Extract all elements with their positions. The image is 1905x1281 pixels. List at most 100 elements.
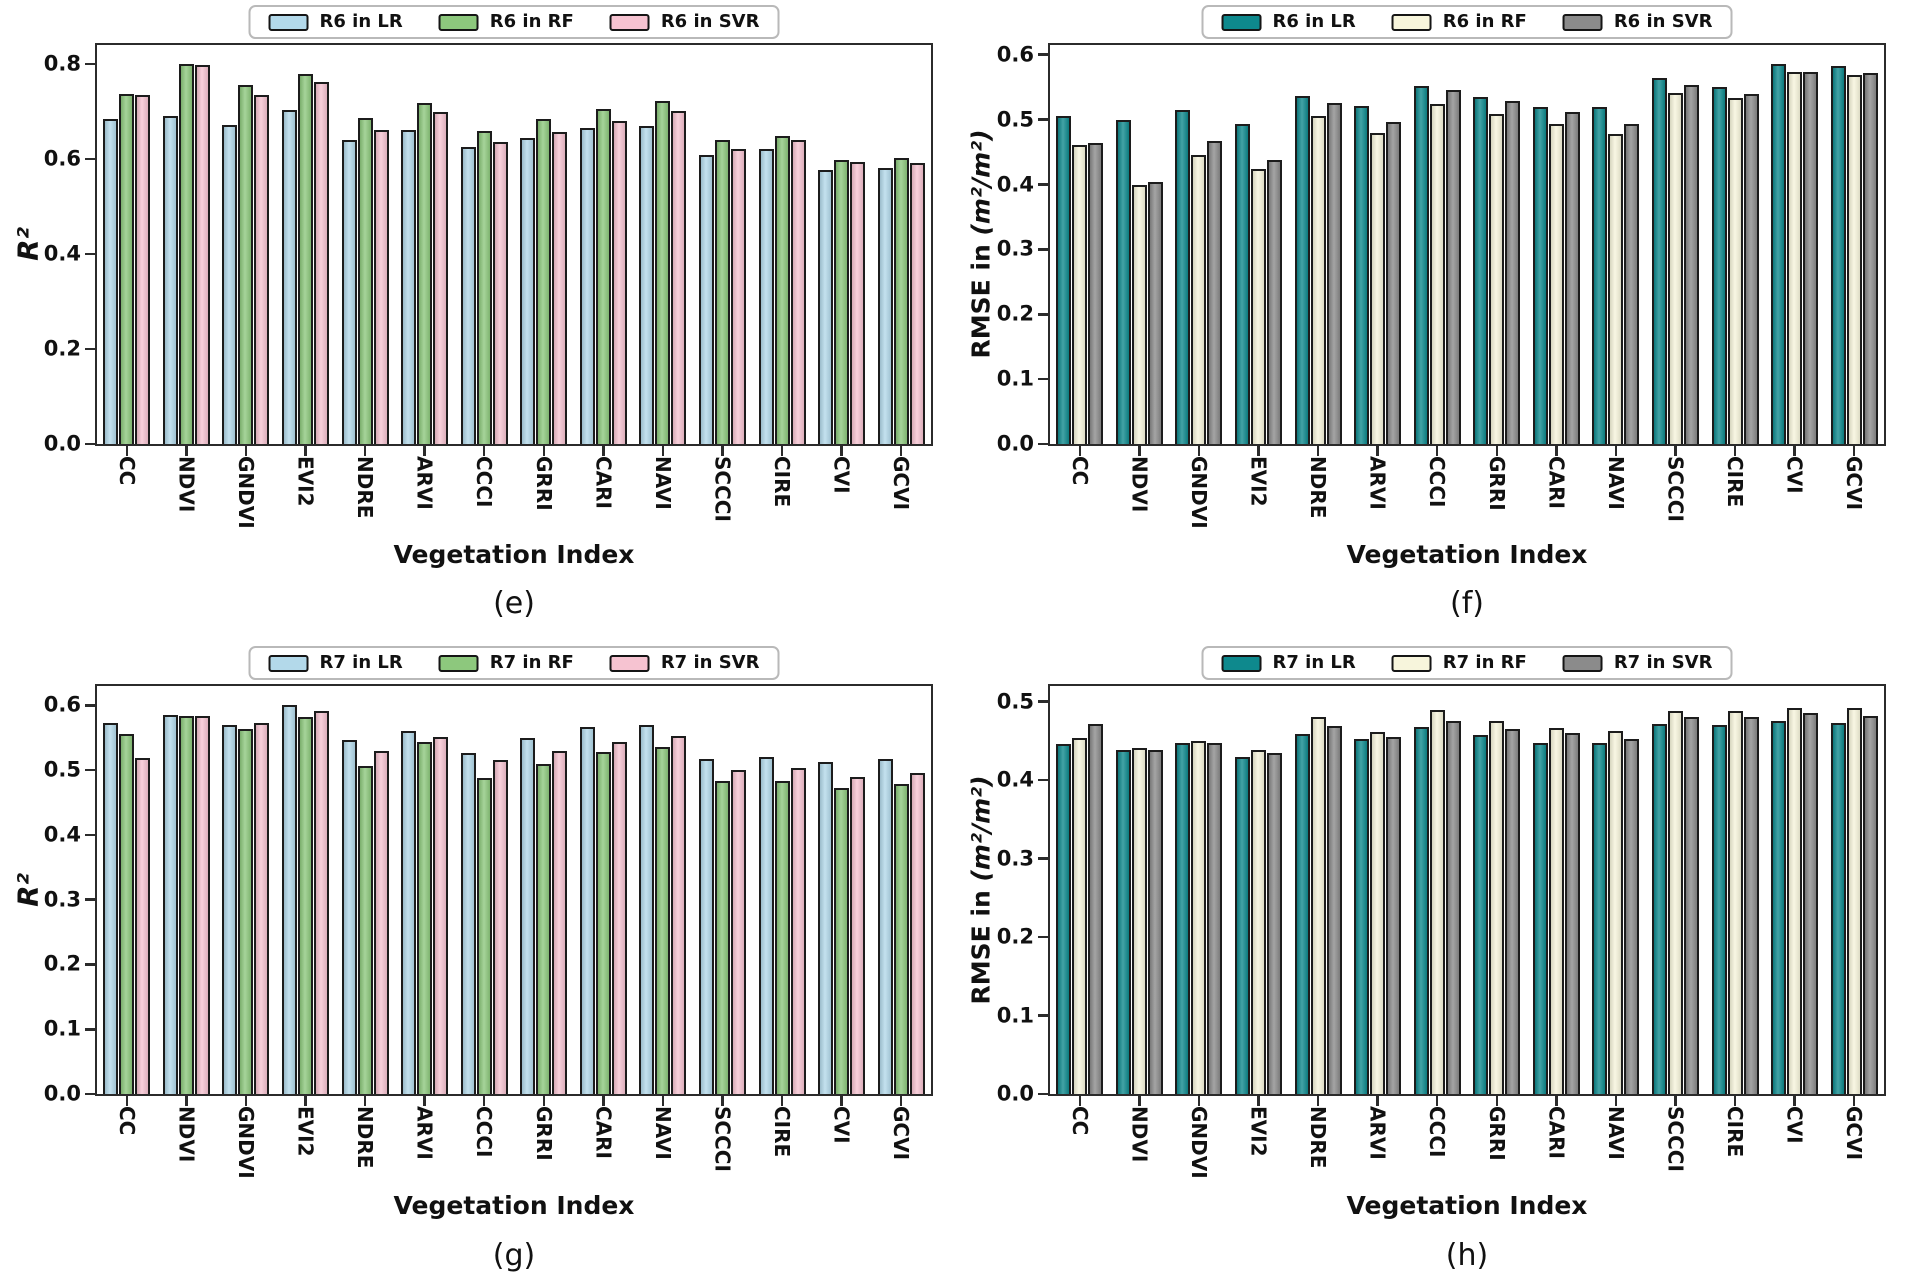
bar bbox=[1624, 738, 1640, 1094]
y-tick-mark bbox=[1038, 248, 1048, 251]
bar-group-ndre bbox=[1294, 686, 1342, 1094]
bar bbox=[1592, 106, 1608, 444]
bar-group-ndvi bbox=[1115, 686, 1163, 1094]
y-tick-mark bbox=[1038, 700, 1048, 703]
bar bbox=[818, 169, 834, 444]
x-tick-label: NAVI bbox=[1603, 1106, 1628, 1160]
bar bbox=[1489, 720, 1505, 1094]
y-tick-mark bbox=[85, 833, 95, 837]
bar bbox=[357, 118, 373, 444]
bar bbox=[417, 742, 433, 1094]
bar bbox=[1072, 144, 1088, 444]
y-tick-mark bbox=[1038, 118, 1048, 121]
y-tick-mark bbox=[1038, 53, 1048, 56]
bar-group-ndvi bbox=[162, 45, 210, 444]
bar bbox=[1743, 94, 1759, 444]
x-tick-mark bbox=[1793, 1096, 1796, 1106]
subplot-h: R7 in LR R7 in RF R7 in SVR RMSE in (m²/… bbox=[953, 641, 1905, 1281]
bar bbox=[774, 780, 790, 1094]
bar bbox=[222, 124, 238, 444]
x-tick-label: GNDVI bbox=[1186, 456, 1211, 529]
bar bbox=[373, 130, 389, 444]
x-tick-mark bbox=[363, 446, 367, 456]
legend-swatch-rf bbox=[1391, 654, 1432, 672]
bar bbox=[774, 136, 790, 444]
bar bbox=[162, 714, 178, 1094]
y-tick-label: 0.6 bbox=[43, 692, 81, 717]
bar-group-grri bbox=[1473, 45, 1521, 444]
x-tick-mark bbox=[1316, 446, 1320, 456]
bar bbox=[595, 108, 611, 444]
legend-swatch-svr bbox=[1562, 13, 1603, 31]
bar-group-gcvi bbox=[877, 45, 925, 444]
plot-area: 0.0 0.1 0.2 0.3 0.4 0.5 CC NDVI GNDVI EVI2 NDRE ARV… bbox=[997, 684, 1886, 1179]
x-tick-mark bbox=[304, 1096, 307, 1106]
x-tick-mark bbox=[185, 1096, 188, 1106]
x-tick-label: CCCI bbox=[1425, 456, 1450, 508]
bar bbox=[1413, 726, 1429, 1094]
bar bbox=[492, 142, 508, 444]
bar bbox=[1473, 735, 1489, 1094]
bar bbox=[1310, 116, 1326, 444]
bar-group-grri bbox=[520, 686, 568, 1094]
x-tick-label: NDRE bbox=[1306, 456, 1331, 519]
bar-group-grri bbox=[520, 45, 568, 444]
y-tick-mark bbox=[85, 898, 95, 901]
x-tick-label: CVI bbox=[829, 1106, 854, 1144]
bar bbox=[536, 763, 552, 1094]
x-tick-mark bbox=[1733, 1096, 1737, 1106]
x-tick-mark bbox=[125, 446, 129, 456]
bar bbox=[520, 737, 536, 1094]
x-tick-label: CCCI bbox=[472, 1106, 497, 1158]
y-tick-mark bbox=[85, 62, 95, 66]
bar-group-evi2 bbox=[282, 45, 329, 444]
bar bbox=[1668, 93, 1683, 444]
x-tick-mark bbox=[840, 446, 843, 456]
x-tick-mark bbox=[1614, 446, 1618, 456]
y-tick-label: 0.0 bbox=[996, 1081, 1034, 1106]
bar-group-navi bbox=[1592, 45, 1640, 444]
bar bbox=[1711, 86, 1727, 444]
x-tick-label: ARVI bbox=[1365, 456, 1390, 510]
bar bbox=[818, 762, 834, 1094]
bar bbox=[1711, 725, 1727, 1094]
bar bbox=[1191, 740, 1207, 1094]
legend-item: R7 in SVR bbox=[609, 652, 760, 673]
x-tick-mark bbox=[1197, 446, 1201, 456]
bar bbox=[314, 81, 329, 444]
bar bbox=[1489, 114, 1505, 444]
legend-label: R7 in LR bbox=[319, 652, 403, 673]
bar bbox=[1445, 721, 1461, 1094]
x-tick-mark bbox=[1555, 446, 1558, 456]
y-tick-label: 0.0 bbox=[43, 431, 81, 456]
x-tick-label: CC bbox=[114, 456, 139, 486]
legend-swatch-rf bbox=[1391, 13, 1432, 31]
bar bbox=[1131, 748, 1147, 1094]
x-tick-label: CARI bbox=[1544, 456, 1569, 509]
plot-area: 0.0 0.1 0.2 0.3 0.4 0.5 0.6 CC NDVI GNDVI EVI2 NDRE… bbox=[44, 684, 933, 1179]
bar bbox=[1175, 743, 1191, 1094]
bar bbox=[1445, 89, 1461, 444]
bar bbox=[1830, 66, 1846, 444]
x-tick-label: CC bbox=[1067, 456, 1092, 486]
x-tick-mark bbox=[244, 1096, 248, 1106]
legend-label: R7 in SVR bbox=[660, 652, 760, 673]
bar bbox=[909, 772, 925, 1094]
subplot-caption: (g) bbox=[492, 1238, 536, 1273]
bar bbox=[536, 119, 552, 444]
x-tick-mark bbox=[423, 1096, 426, 1106]
bar bbox=[373, 751, 389, 1094]
bar bbox=[1251, 749, 1266, 1094]
bar bbox=[552, 751, 568, 1094]
x-tick-label: SCCCI bbox=[710, 456, 735, 522]
x-tick-label: GRRI bbox=[1484, 456, 1509, 511]
bar-group-gndvi bbox=[222, 45, 270, 444]
bar bbox=[194, 65, 210, 444]
x-tick-label: SCCCI bbox=[1663, 456, 1688, 522]
y-tick-label: 0.3 bbox=[43, 887, 81, 912]
legend-label: R7 in SVR bbox=[1613, 652, 1713, 673]
bar bbox=[135, 757, 151, 1094]
bar-group-navi bbox=[1592, 686, 1640, 1094]
x-tick-mark bbox=[542, 446, 546, 456]
bar bbox=[401, 730, 417, 1094]
